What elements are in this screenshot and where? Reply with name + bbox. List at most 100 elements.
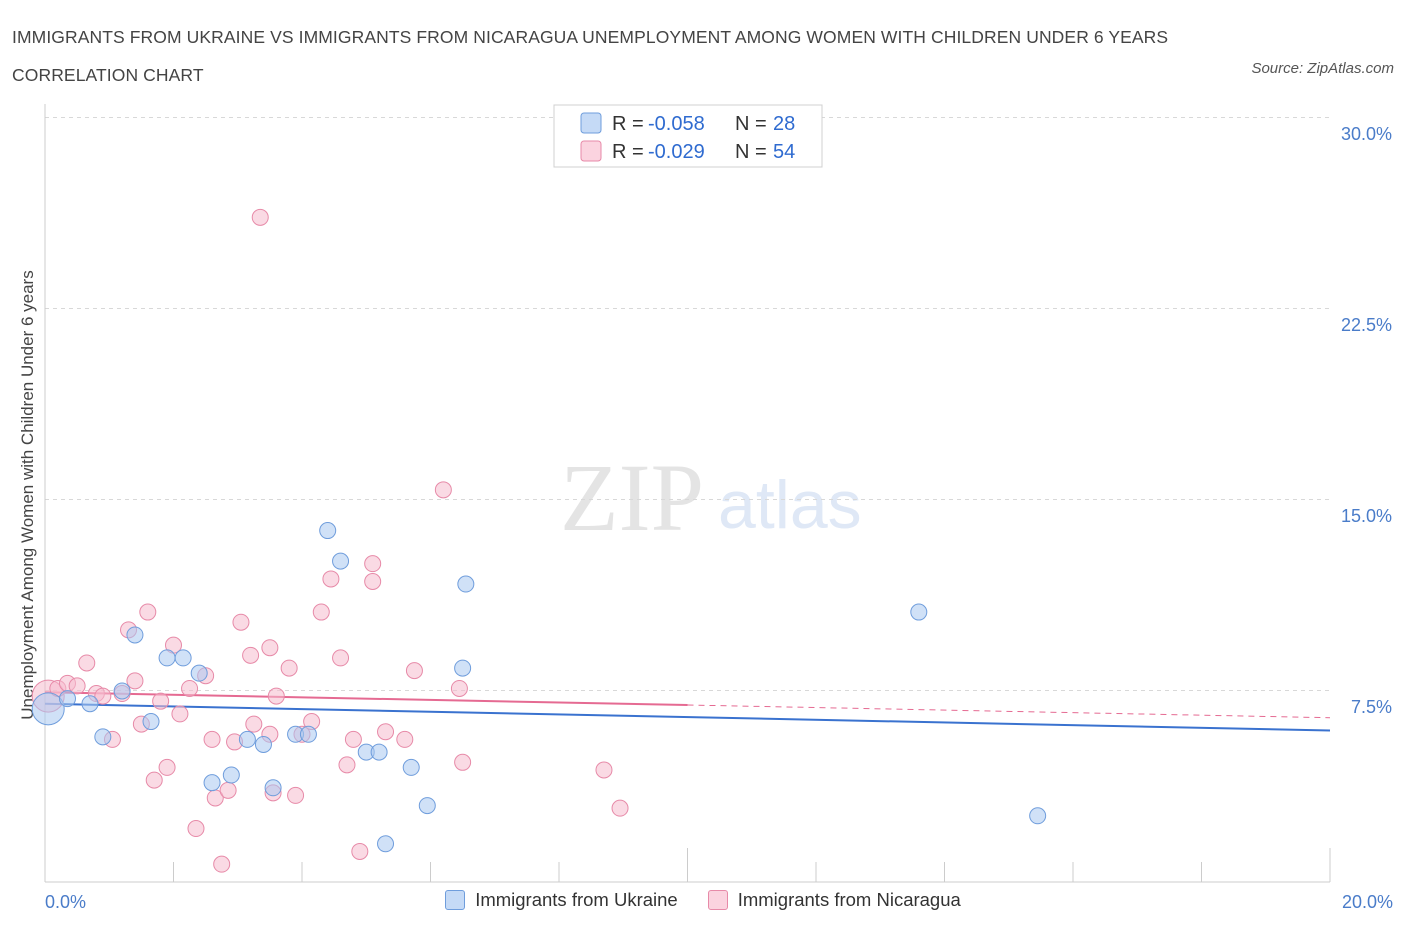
ukraine-point [158,649,176,667]
nicaragua-point [364,555,382,573]
ukraine-point [203,774,221,792]
legend-swatch-nicaragua [580,140,602,162]
bottom-legend: Immigrants from Ukraine Immigrants from … [0,889,1406,911]
nicaragua-point [267,687,285,705]
data-points [31,208,1047,873]
nicaragua-point [219,781,237,799]
legend-n-value-ukraine: 28 [773,113,795,135]
nicaragua-point [450,679,468,697]
nicaragua-point [312,603,330,621]
legend-r-value-ukraine: -0.058 [648,113,705,135]
nicaragua-point [126,672,144,690]
nicaragua-point [322,570,340,588]
nicaragua-point [364,572,382,590]
bottom-legend-item-ukraine: Immigrants from Ukraine [445,889,678,911]
ukraine-point [94,728,112,746]
legend-r-label-nicaragua: R = [612,141,644,163]
tick-labels: 7.5% 15.0% 22.5% 30.0% 0.0% 20.0% [45,124,1393,912]
nicaragua-point [280,659,298,677]
ukraine-point [254,735,272,753]
nicaragua-point [158,758,176,776]
ukraine-point [370,743,388,761]
nicaragua-point [245,715,263,733]
ukraine-point [174,649,192,667]
ukraine-point [238,730,256,748]
x-tick-label: 0.0% [45,892,86,912]
ukraine-point [299,725,317,743]
chart-title: IMMIGRANTS FROM UKRAINE VS IMMIGRANTS FR… [12,27,1169,85]
ukraine-point [58,690,76,708]
ukraine-point [31,692,65,726]
nicaragua-point [351,842,369,860]
nicaragua-point [94,687,112,705]
ukraine-point [113,682,131,700]
nicaragua-point [434,481,452,499]
grid-lines [45,117,1330,691]
bottom-legend-swatch-ukraine [445,890,466,910]
nicaragua-point [338,756,356,774]
ukraine-point [222,766,240,784]
nicaragua-point [139,603,157,621]
y-tick-label: 15.0% [1341,506,1392,526]
bottom-legend-label-nicaragua: Immigrants from Nicaragua [737,889,961,910]
nicaragua-point [332,649,350,667]
bottom-legend-swatch-nicaragua [707,890,728,910]
ukraine-point [454,659,472,677]
watermark-zip: ZIP [560,444,704,551]
ukraine-point [402,758,420,776]
y-tick-label: 30.0% [1341,124,1392,144]
ukraine-point [1029,807,1047,825]
ukraine-point [319,522,337,540]
ukraine-point [190,664,208,682]
nicaragua-point [261,639,279,657]
ukraine-point [264,779,282,797]
nicaragua-point [611,799,629,817]
nicaragua-point [405,662,423,680]
nicaragua-point [152,692,170,710]
nicaragua-point [344,730,362,748]
nicaragua-point [203,730,221,748]
nicaragua-point [595,761,613,779]
ukraine-point [377,835,395,853]
ukraine-point [332,552,350,570]
trend-line-nicaragua-extension [687,704,1331,719]
nicaragua-point [251,208,269,226]
legend-swatch-ukraine [580,112,602,134]
ukraine-point [81,695,99,713]
legend-r-value-nicaragua: -0.029 [648,141,705,163]
nicaragua-point [181,679,199,697]
watermark: ZIP atlas [560,444,862,551]
nicaragua-point [232,613,250,631]
nicaragua-point [396,730,414,748]
trend-line-ukraine [44,702,1331,732]
legend-n-label-nicaragua: N = [735,141,767,163]
ukraine-point [910,603,928,621]
nicaragua-point [287,786,305,804]
nicaragua-point [377,723,395,741]
watermark-atlas: atlas [718,467,862,543]
y-tick-label: 22.5% [1341,315,1392,335]
bottom-legend-item-nicaragua: Immigrants from Nicaragua [707,889,961,911]
ukraine-point [142,713,160,731]
trend-lines [44,691,1331,732]
nicaragua-point [171,705,189,723]
y-tick-label: 7.5% [1351,697,1392,717]
ukraine-point [418,797,436,815]
nicaragua-point [78,654,96,672]
x-tick-label: 20.0% [1342,892,1393,912]
nicaragua-point [68,677,86,695]
nicaragua-point [145,771,163,789]
legend-n-label-ukraine: N = [735,113,767,135]
ukraine-point [126,626,144,644]
source-note: Source: ZipAtlas.com [1251,60,1394,77]
bottom-legend-label-ukraine: Immigrants from Ukraine [475,889,678,910]
nicaragua-point [213,855,231,873]
nicaragua-point [454,753,472,771]
legend-n-value-nicaragua: 54 [773,141,795,163]
trend-line-nicaragua [44,691,688,707]
ukraine-point [457,575,475,593]
axes [44,104,1331,883]
legend-r-label-ukraine: R = [612,113,644,135]
nicaragua-point [242,646,260,664]
